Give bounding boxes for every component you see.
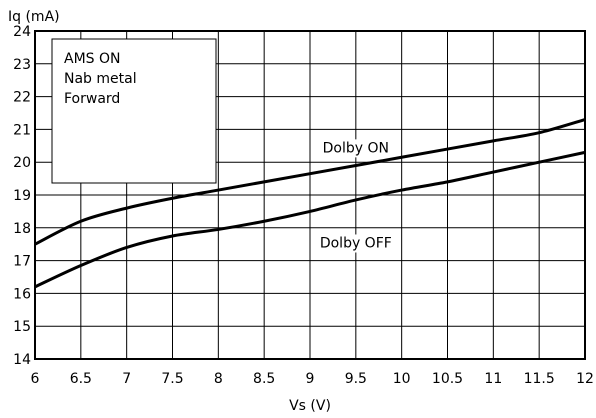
y-tick-label: 21	[13, 122, 31, 138]
series-label-background	[316, 234, 395, 253]
condition-box	[51, 38, 217, 184]
series-labels: Dolby ON Dolby OFF	[316, 139, 395, 253]
x-tick-label: 9.5	[345, 371, 367, 387]
grid	[34, 30, 586, 360]
tick-labels: 6 6.5 7 7.5 8 8.5 9 9.5 10 10.5 11 11.5 12 14 15 16 17 18…	[13, 24, 594, 387]
condition-box-text: AMS ON Nab metal Forward	[64, 51, 137, 107]
x-tick-label: 7.5	[161, 371, 183, 387]
x-tick-label: 10.5	[432, 371, 463, 387]
y-tick-label: 16	[13, 286, 31, 302]
series-label: Dolby OFF	[320, 235, 392, 251]
y-tick-label: 15	[13, 319, 31, 335]
x-tick-label: 12	[576, 371, 594, 387]
condition-line: Nab metal	[64, 71, 137, 87]
x-tick-label: 9	[306, 371, 315, 387]
x-tick-label: 10	[393, 371, 411, 387]
x-tick-label: 8.5	[253, 371, 275, 387]
y-tick-label: 14	[13, 352, 31, 368]
condition-line: Forward	[64, 91, 120, 107]
series-line-dolby-on	[34, 118, 586, 246]
y-tick-label: 17	[13, 254, 31, 270]
series-line-dolby-off	[34, 150, 586, 289]
y-tick-label: 20	[13, 155, 31, 171]
x-tick-label: 8	[214, 371, 223, 387]
x-tick-label: 11.5	[524, 371, 555, 387]
plot-frame	[34, 30, 586, 360]
y-tick-label: 23	[13, 57, 31, 73]
series-lines	[34, 118, 586, 289]
x-tick-label: 11	[484, 371, 502, 387]
x-tick-label: 6.5	[70, 371, 92, 387]
x-tick-label: 7	[122, 371, 131, 387]
y-axis-title: Iq (mA)	[8, 9, 60, 25]
y-tick-label: 18	[13, 221, 31, 237]
y-tick-label: 22	[13, 90, 31, 106]
condition-line: AMS ON	[64, 51, 121, 67]
x-axis-title: Vs (V)	[289, 398, 331, 414]
x-tick-label: 6	[31, 371, 40, 387]
y-tick-label: 24	[13, 24, 31, 40]
y-tick-label: 19	[13, 188, 31, 204]
series-label-background	[321, 139, 391, 158]
series-label: Dolby ON	[323, 140, 389, 156]
